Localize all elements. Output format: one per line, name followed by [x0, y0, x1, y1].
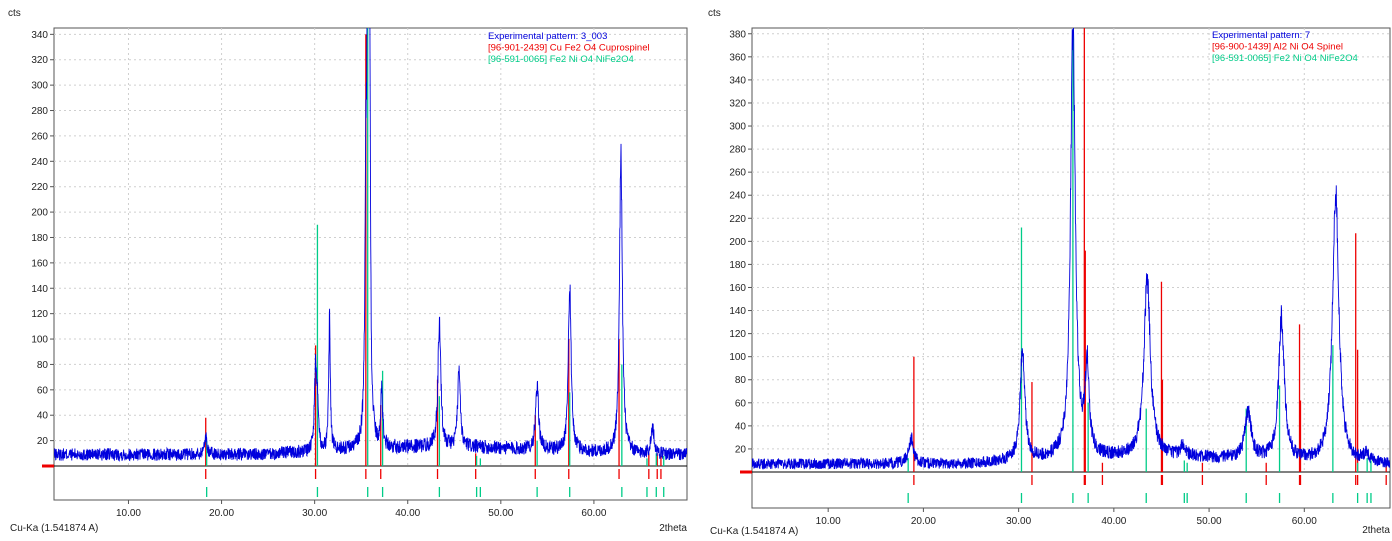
experimental-pattern-line — [54, 28, 687, 462]
x-axis-label: 2theta — [1362, 525, 1390, 536]
plot-frame — [53, 27, 688, 501]
y-tick-label: 100 — [31, 335, 48, 346]
y-tick-label: 40 — [37, 411, 49, 422]
legend-entry: [96-900-1439] Al2 Ni O4 Spinel — [1212, 42, 1343, 53]
y-tick-label: 60 — [37, 385, 49, 396]
x-axis-label: 2theta — [659, 523, 687, 534]
xrd-chart-right: 10.00 20.00 30.00 40.00 50.00 60.00 20 40 60 80 10… — [700, 0, 1392, 537]
legend-entry: [96-901-2439] Cu Fe2 O4 Cuprospinel — [488, 43, 650, 54]
reference-sticks-0-a — [205, 34, 662, 466]
x-tick-label: 50.00 — [488, 508, 513, 519]
y-axis-label: cts — [8, 8, 21, 19]
x-tick-label: 40.00 — [1101, 516, 1126, 527]
y-tick-label: 200 — [729, 237, 746, 248]
y-tick-label: 260 — [729, 168, 746, 179]
y-tick-label: 380 — [729, 29, 746, 40]
y-tick-label: 160 — [729, 283, 746, 294]
y-tick-label: 340 — [31, 30, 48, 41]
reference-sticks-1-b — [907, 29, 1372, 472]
y-tick-label: 140 — [31, 284, 48, 295]
y-tick-label: 80 — [735, 375, 747, 386]
experimental-pattern-line — [752, 28, 1390, 471]
legend-entry: [96-591-0065] Fe2 Ni O4 NiFe2O4 — [1212, 53, 1358, 64]
y-tick-label: 300 — [729, 122, 746, 133]
radiation-label: Cu-Ka (1.541874 A) — [710, 526, 798, 536]
y-tick-label: 360 — [729, 52, 746, 63]
y-tick-label: 100 — [729, 352, 746, 363]
plot-frame — [751, 27, 1391, 509]
radiation-label: Cu-Ka (1.541874 A) — [10, 523, 98, 534]
y-tick-label: 40 — [735, 421, 747, 432]
legend-entry: Experimental pattern: 7 — [1212, 30, 1310, 41]
y-tick-label: 200 — [31, 208, 48, 219]
y-tick-label: 180 — [729, 260, 746, 271]
y-tick-label: 320 — [729, 98, 746, 109]
y-tick-label: 320 — [31, 55, 48, 66]
y-tick-label: 220 — [31, 182, 48, 193]
y-tick-label: 240 — [729, 191, 746, 202]
xrd-plot-left: 10.00 20.00 30.00 40.00 50.00 60.00 20 40 60 80 10… — [8, 8, 688, 534]
y-tick-label: 120 — [729, 329, 746, 340]
reference-sticks-1-a — [913, 28, 1387, 472]
x-tick-label: 60.00 — [1292, 516, 1317, 527]
reference-sticks-0-b — [206, 28, 665, 466]
y-tick-label: 20 — [37, 436, 49, 447]
y-tick-label: 120 — [31, 309, 48, 320]
x-tick-label: 30.00 — [1006, 516, 1031, 527]
y-tick-label: 140 — [729, 306, 746, 317]
y-tick-label: 60 — [735, 398, 747, 409]
xrd-plot-right: 10.00 20.00 30.00 40.00 50.00 60.00 20 40 60 80 10… — [708, 8, 1391, 537]
y-tick-label: 220 — [729, 214, 746, 225]
y-tick-label: 240 — [31, 157, 48, 168]
x-tick-label: 20.00 — [911, 516, 936, 527]
y-tick-label: 300 — [31, 81, 48, 92]
y-tick-label: 260 — [31, 131, 48, 142]
x-tick-label: 10.00 — [116, 508, 141, 519]
y-tick-label: 280 — [31, 106, 48, 117]
y-tick-label: 340 — [729, 75, 746, 86]
y-tick-label: 20 — [735, 444, 747, 455]
y-tick-label: 160 — [31, 258, 48, 269]
y-tick-label: 280 — [729, 145, 746, 156]
y-tick-label: 80 — [37, 360, 49, 371]
y-axis-label: cts — [708, 8, 721, 19]
x-tick-label: 40.00 — [395, 508, 420, 519]
x-tick-label: 60.00 — [581, 508, 606, 519]
x-tick-label: 50.00 — [1197, 516, 1222, 527]
x-tick-label: 20.00 — [209, 508, 234, 519]
legend-entry: [96-591-0065] Fe2 Ni O4 NiFe2O4 — [488, 54, 634, 65]
y-tick-label: 180 — [31, 233, 48, 244]
x-tick-label: 30.00 — [302, 508, 327, 519]
xrd-chart-left: 10.00 20.00 30.00 40.00 50.00 60.00 20 40 60 80 10… — [0, 0, 696, 536]
legend-entry: Experimental pattern: 3_003 — [488, 31, 607, 42]
x-tick-label: 10.00 — [816, 516, 841, 527]
